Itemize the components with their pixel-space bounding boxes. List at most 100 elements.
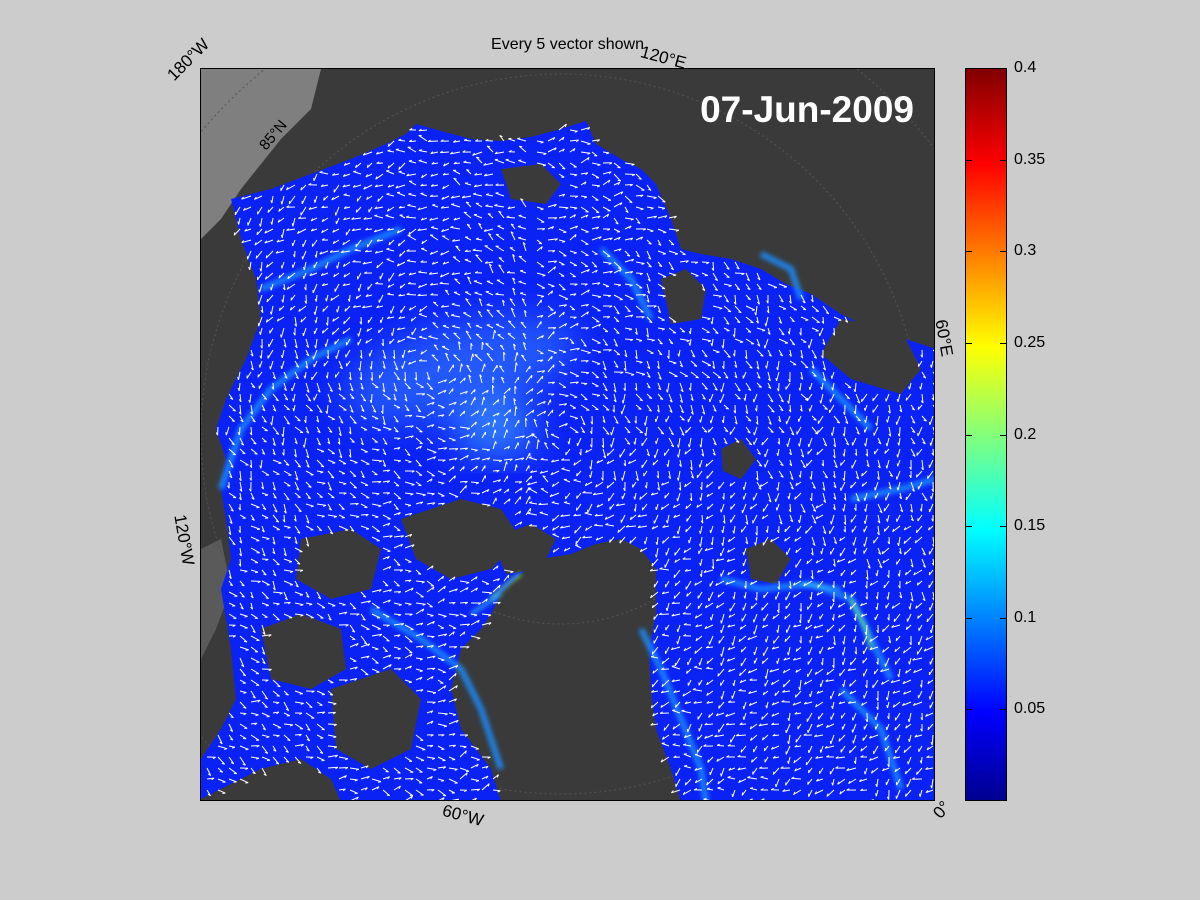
drift-vector-head <box>496 309 500 312</box>
drift-vector <box>539 470 549 474</box>
drift-vector-head <box>386 624 390 627</box>
drift-vector-head <box>847 701 851 704</box>
drift-vector-head <box>506 461 508 465</box>
drift-vector-head <box>822 487 826 491</box>
drift-vector <box>656 536 659 545</box>
drift-vector <box>316 448 325 452</box>
drift-vector-head <box>464 480 468 484</box>
drift-vector <box>558 371 568 375</box>
drift-vector-head <box>463 377 466 381</box>
drift-vector <box>712 261 715 271</box>
drift-vector <box>678 349 681 357</box>
drift-vector-head <box>928 527 930 531</box>
drift-vector <box>485 205 494 208</box>
drift-vector-head <box>365 227 369 231</box>
drift-vector-head <box>306 465 310 468</box>
drift-vector-head <box>519 521 523 525</box>
drift-vector <box>602 250 611 257</box>
drift-vector <box>426 437 434 444</box>
drift-vector-head <box>699 444 702 448</box>
drift-vector <box>367 316 373 324</box>
drift-vector <box>613 305 620 315</box>
drift-vector-head <box>254 571 259 574</box>
drift-vector-head <box>396 263 400 267</box>
drift-vector-head <box>910 509 913 513</box>
drift-vector-head <box>321 218 324 222</box>
drift-vector-head <box>670 243 675 246</box>
drift-vector-head <box>664 215 668 219</box>
drift-vector <box>734 338 744 343</box>
drift-vector-head <box>574 234 577 238</box>
drift-vector-head <box>397 447 401 450</box>
drift-vector <box>322 327 329 334</box>
drift-vector <box>778 283 787 288</box>
drift-vector <box>316 591 322 600</box>
drift-vector <box>806 459 813 467</box>
drift-vector-head <box>831 387 834 391</box>
drift-vector <box>479 374 483 384</box>
drift-vector <box>668 327 677 334</box>
drift-vector-head <box>492 376 495 380</box>
drift-vector-head <box>734 364 738 368</box>
drift-vector-head <box>737 389 741 392</box>
drift-vector <box>294 426 304 434</box>
drift-vector-head <box>495 292 499 295</box>
drift-vector-head <box>650 655 655 658</box>
drift-vector <box>362 261 373 265</box>
drift-vector <box>520 321 527 329</box>
drift-vector <box>343 261 351 268</box>
drift-vector <box>492 440 497 450</box>
drift-vector <box>327 711 336 714</box>
drift-vector-head <box>338 433 342 437</box>
drift-vector <box>734 261 740 270</box>
drift-vector <box>345 338 351 346</box>
drift-vector-head <box>233 232 236 236</box>
drift-vector <box>426 602 433 608</box>
drift-vector <box>723 261 730 270</box>
drift-vector <box>267 206 274 213</box>
drift-vector-head <box>327 441 331 445</box>
drift-vector <box>492 584 501 593</box>
drift-vector <box>653 580 659 588</box>
drift-vector <box>673 503 681 509</box>
drift-vector-head <box>396 327 400 331</box>
drift-vector-head <box>303 266 305 271</box>
drift-vector-head <box>672 535 676 538</box>
drift-vector-head <box>857 400 861 404</box>
drift-vector <box>558 393 569 397</box>
drift-vector <box>514 521 523 527</box>
drift-vector <box>239 646 249 651</box>
drift-vector-head <box>298 510 302 513</box>
drift-vector <box>591 215 601 219</box>
drift-vector-head <box>769 669 773 673</box>
drift-vector <box>905 668 912 674</box>
drift-vector-head <box>661 660 664 664</box>
drift-vector <box>634 503 637 512</box>
drift-vector <box>510 223 516 230</box>
drift-vector <box>683 547 692 554</box>
drift-vector-head <box>837 604 841 608</box>
drift-vector-head <box>604 388 608 392</box>
drift-vector <box>652 668 659 674</box>
drift-vector <box>699 657 703 666</box>
drift-vector-head <box>596 226 600 230</box>
drift-vector-head <box>730 495 732 499</box>
drift-vector-head <box>800 376 804 380</box>
drift-vector <box>817 712 824 720</box>
drift-vector-head <box>362 261 366 265</box>
drift-vector <box>437 481 445 484</box>
drift-vector <box>793 591 802 598</box>
drift-vector-head <box>810 552 814 556</box>
drift-vector-head <box>422 494 426 497</box>
drift-vector <box>743 547 747 556</box>
drift-vector <box>448 631 455 637</box>
drift-vector-head <box>363 216 367 220</box>
drift-vector <box>294 558 301 565</box>
drift-vector <box>487 213 494 219</box>
drift-vector-head <box>453 177 457 180</box>
drift-vector-head <box>562 136 565 141</box>
drift-vector-head <box>721 420 724 424</box>
drift-vector-head <box>850 571 853 576</box>
drift-vector-head <box>254 453 258 455</box>
drift-vector-head <box>845 320 848 323</box>
